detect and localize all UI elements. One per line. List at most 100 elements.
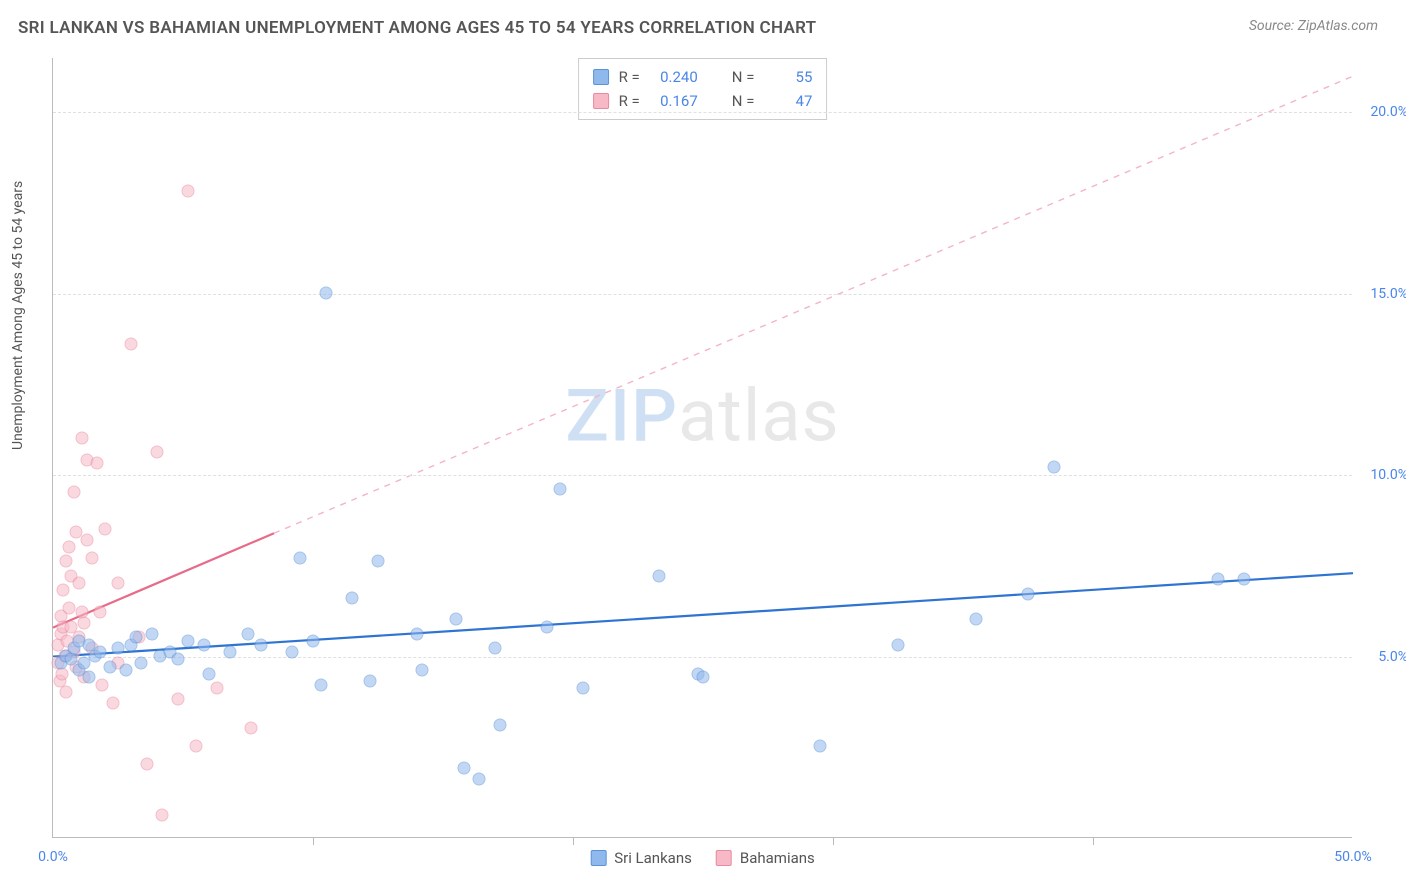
r-label: R = xyxy=(619,65,640,89)
scatter-point xyxy=(78,616,91,629)
scatter-point xyxy=(457,762,470,775)
scatter-point xyxy=(91,457,104,470)
scatter-point xyxy=(112,642,125,655)
xtick xyxy=(833,837,834,845)
chart-title: SRI LANKAN VS BAHAMIAN UNEMPLOYMENT AMON… xyxy=(18,18,816,38)
scatter-point xyxy=(197,638,210,651)
scatter-point xyxy=(1237,573,1250,586)
xtick-label: 50.0% xyxy=(1334,849,1372,865)
scatter-point xyxy=(93,645,106,658)
scatter-point xyxy=(106,696,119,709)
scatter-point xyxy=(130,631,143,644)
scatter-point xyxy=(450,613,463,626)
scatter-point xyxy=(75,431,88,444)
n-label: N = xyxy=(732,89,755,113)
scatter-point xyxy=(73,577,86,590)
scatter-point xyxy=(554,482,567,495)
scatter-point xyxy=(62,540,75,553)
scatter-point xyxy=(892,638,905,651)
scatter-chart: ZIPatlas R = 0.240 N = 55 R = 0.167 N = … xyxy=(52,58,1352,838)
r-label: R = xyxy=(619,89,640,113)
scatter-point xyxy=(140,758,153,771)
scatter-point xyxy=(577,682,590,695)
swatch-series-1 xyxy=(593,93,609,109)
scatter-point xyxy=(80,533,93,546)
scatter-point xyxy=(416,664,429,677)
xtick xyxy=(313,837,314,845)
ytick-label: 20.0% xyxy=(1370,104,1406,120)
scatter-point xyxy=(93,606,106,619)
scatter-point xyxy=(970,613,983,626)
r-value-0: 0.240 xyxy=(650,65,698,89)
scatter-point xyxy=(1048,460,1061,473)
swatch-series-0 xyxy=(593,69,609,85)
scatter-point xyxy=(346,591,359,604)
watermark: ZIPatlas xyxy=(565,374,839,459)
y-axis-label: Unemployment Among Ages 45 to 54 years xyxy=(10,181,26,450)
xtick xyxy=(573,837,574,845)
scatter-point xyxy=(171,653,184,666)
scatter-point xyxy=(182,635,195,648)
watermark-atlas: atlas xyxy=(678,374,840,459)
scatter-point xyxy=(60,555,73,568)
n-label: N = xyxy=(732,65,755,89)
scatter-point xyxy=(112,577,125,590)
scatter-point xyxy=(190,740,203,753)
scatter-point xyxy=(1211,573,1224,586)
scatter-point xyxy=(83,671,96,684)
n-value-1: 47 xyxy=(764,89,812,113)
stats-legend: R = 0.240 N = 55 R = 0.167 N = 47 xyxy=(578,58,828,120)
ytick-label: 15.0% xyxy=(1370,286,1406,302)
scatter-point xyxy=(156,809,169,822)
legend-label-0: Sri Lankans xyxy=(614,849,692,867)
stats-row-series-1: R = 0.167 N = 47 xyxy=(593,89,813,113)
legend-item-1: Bahamians xyxy=(716,849,815,867)
source-label: Source: ZipAtlas.com xyxy=(1249,18,1378,34)
scatter-point xyxy=(307,635,320,648)
ytick-label: 5.0% xyxy=(1378,649,1406,665)
scatter-point xyxy=(96,678,109,691)
scatter-point xyxy=(314,678,327,691)
scatter-point xyxy=(125,337,138,350)
scatter-point xyxy=(242,627,255,640)
scatter-point xyxy=(135,656,148,669)
swatch-series-0 xyxy=(590,850,606,866)
scatter-point xyxy=(182,185,195,198)
scatter-point xyxy=(255,638,268,651)
scatter-point xyxy=(67,486,80,499)
scatter-point xyxy=(541,620,554,633)
scatter-point xyxy=(203,667,216,680)
scatter-point xyxy=(86,551,99,564)
scatter-point xyxy=(99,522,112,535)
scatter-point xyxy=(411,627,424,640)
xtick-label: 0.0% xyxy=(38,849,68,865)
scatter-point xyxy=(489,642,502,655)
scatter-point xyxy=(473,772,486,785)
gridline xyxy=(53,475,1352,476)
stats-row-series-0: R = 0.240 N = 55 xyxy=(593,65,813,89)
scatter-point xyxy=(119,664,132,677)
scatter-point xyxy=(286,645,299,658)
swatch-series-1 xyxy=(716,850,732,866)
scatter-point xyxy=(372,555,385,568)
scatter-point xyxy=(210,682,223,695)
scatter-point xyxy=(814,740,827,753)
ytick-label: 10.0% xyxy=(1370,467,1406,483)
scatter-point xyxy=(57,584,70,597)
scatter-point xyxy=(364,675,377,688)
scatter-point xyxy=(652,569,665,582)
scatter-point xyxy=(1022,587,1035,600)
scatter-point xyxy=(104,660,117,673)
legend-label-1: Bahamians xyxy=(740,849,815,867)
n-value-0: 55 xyxy=(764,65,812,89)
scatter-point xyxy=(62,602,75,615)
scatter-point xyxy=(171,693,184,706)
watermark-zip: ZIP xyxy=(565,374,678,459)
scatter-point xyxy=(697,671,710,684)
legend-item-0: Sri Lankans xyxy=(590,849,692,867)
bottom-legend: Sri Lankans Bahamians xyxy=(590,849,815,867)
scatter-point xyxy=(60,685,73,698)
scatter-point xyxy=(145,627,158,640)
r-value-1: 0.167 xyxy=(650,89,698,113)
scatter-point xyxy=(223,645,236,658)
